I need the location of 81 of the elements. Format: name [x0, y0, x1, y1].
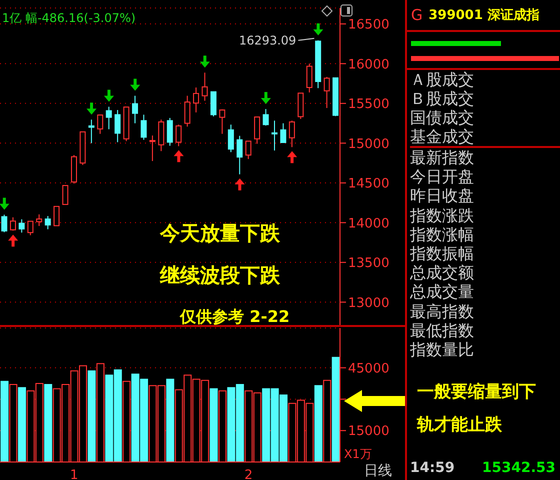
candlestick [228, 124, 234, 153]
text: Ｂ股成交 [410, 89, 475, 108]
candlestick [166, 117, 173, 146]
text: 指数量比 [410, 340, 475, 360]
bar [88, 370, 96, 462]
text: 指数涨跌 [410, 206, 475, 225]
candlestick [193, 87, 200, 113]
annotation: 继续波段下跌 [159, 263, 281, 287]
annotation: 16293.09 [238, 33, 296, 48]
text: 指数涨幅 [410, 224, 475, 244]
candlestick [132, 95, 138, 124]
x-tick-label: 1 [70, 468, 78, 480]
text: G [411, 6, 423, 24]
text: Ａ股成交 [410, 70, 475, 89]
text: 最新指数 [410, 148, 475, 168]
annotation: 今天放量下跌 [159, 221, 281, 245]
candlestick [254, 116, 260, 144]
y-tick-label: 16000 [348, 57, 390, 72]
candlestick [288, 120, 295, 148]
y-tick-label: 13000 [348, 296, 390, 311]
y-tick-label: 15000 [348, 424, 390, 440]
candlestick [18, 218, 25, 234]
text: 15342.53 [482, 460, 556, 476]
bar [44, 384, 52, 462]
text: 指数振幅 [410, 244, 475, 264]
candlestick [245, 140, 252, 160]
y-tick-label: 14000 [348, 216, 390, 232]
annotation: 1亿 幅-486.16(-3.07%) [2, 11, 136, 25]
candlestick [219, 108, 226, 134]
text: 最高指数 [410, 302, 475, 321]
candlestick [149, 135, 156, 162]
bar [18, 387, 26, 462]
y-tick-label: 45000 [348, 361, 390, 376]
text: 总成交量 [410, 282, 475, 302]
candlestick [298, 92, 304, 120]
candlestick [280, 122, 286, 144]
candlestick [114, 110, 121, 143]
text: 日线 [364, 462, 392, 480]
candlestick [88, 119, 94, 144]
bar [314, 385, 322, 462]
candlestick [184, 95, 190, 128]
text: 14:59 [410, 460, 455, 476]
text: 一般要缩量到下轨才能止跌 [417, 381, 537, 437]
candlestick [158, 119, 164, 152]
y-tick-label: 15500 [348, 97, 390, 112]
candlestick [36, 214, 42, 226]
candlestick [97, 114, 104, 134]
candlestick [210, 91, 216, 117]
y-tick-label: 15000 [348, 136, 390, 152]
candlestick [106, 106, 112, 130]
bar [0, 380, 9, 462]
text: 总成交额 [410, 263, 475, 282]
text: 昨日收盘 [410, 186, 475, 206]
text: 国债成交 [410, 108, 475, 127]
y-axis-title: X1万 [344, 447, 372, 461]
candlestick [27, 220, 34, 236]
y-tick-label: 16500 [348, 18, 390, 33]
bar [210, 388, 218, 462]
candlestick [262, 108, 269, 126]
candlestick [1, 214, 8, 233]
candlestick [236, 135, 243, 175]
annotation: 仅供参考 2-22 [179, 307, 290, 326]
bar [166, 378, 174, 462]
text: 399001 深证成指 [428, 7, 540, 24]
text: 基金成交 [410, 127, 560, 148]
candlestick [10, 216, 16, 232]
candlestick [54, 206, 60, 226]
candlestick [202, 72, 208, 102]
candlestick [176, 124, 182, 147]
y-tick-label: 14500 [348, 176, 390, 192]
text: 今日开盘 [410, 167, 475, 186]
bar [332, 356, 340, 462]
candlestick [62, 185, 68, 205]
candlestick [324, 76, 330, 109]
x-tick-label: 2 [244, 468, 253, 480]
candlestick [44, 216, 51, 230]
text: 最低指数 [410, 320, 475, 340]
candlestick [306, 63, 312, 93]
candlestick [272, 120, 278, 151]
y-tick-label: 13500 [348, 256, 390, 272]
candlestick [140, 114, 147, 140]
